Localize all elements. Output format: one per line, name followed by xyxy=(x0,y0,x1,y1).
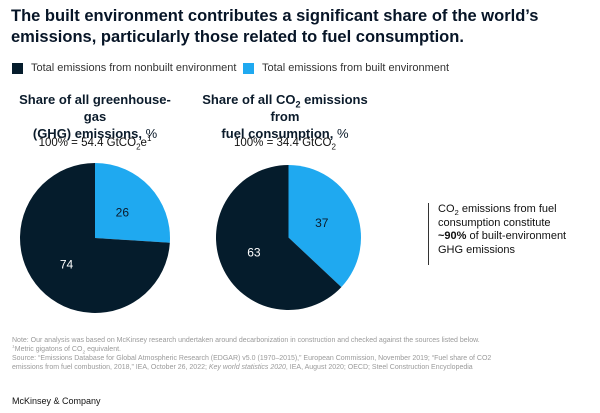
chart1-title: Share of all greenhouse-gas (GHG) emissi… xyxy=(10,91,180,142)
legend-label-built: Total emissions from built environment xyxy=(262,62,450,74)
chart2-title-line1a: Share of all CO xyxy=(202,92,296,107)
chart1-total-tail: e xyxy=(140,137,147,149)
callout-line4: GHG emissions xyxy=(438,243,516,256)
chart2-title-sub: 2 xyxy=(295,99,301,110)
footnote-1: 1Metric gigatons of CO2 equivalent. xyxy=(12,345,592,354)
legend-item-built: Total emissions from built environment xyxy=(243,62,449,74)
callout-sub: 2 xyxy=(454,208,459,218)
source-line1: Source: “Emissions Database for Global A… xyxy=(12,355,492,362)
chart2-title-line2: fuel consumption, xyxy=(221,126,334,141)
legend-item-nonbuilt: Total emissions from nonbuilt environmen… xyxy=(12,62,236,74)
page-title: The built environment contributes a sign… xyxy=(11,7,539,46)
chart1-title-line1: Share of all greenhouse-gas xyxy=(19,92,171,124)
brand-logo-text: McKinsey & Company xyxy=(12,396,101,406)
chart2-slice-built xyxy=(288,165,361,288)
chart2-label-nonbuilt: 63 xyxy=(247,245,261,259)
chart2-total: 100% = 34.4 GtCO2 xyxy=(195,137,375,152)
callout-bold: ~90% xyxy=(438,230,467,242)
footnote-sub: 2 xyxy=(82,350,86,354)
chart1-unit: % xyxy=(145,126,158,141)
chart2-total-sub: 2 xyxy=(331,142,336,152)
callout-divider xyxy=(428,203,429,265)
footnote-marker: 1 xyxy=(12,345,15,350)
chart1-title-line2: (GHG) emissions, xyxy=(32,126,142,141)
callout-text: CO2 emissions from fuel consumption cons… xyxy=(438,203,598,257)
legend-swatch-built xyxy=(243,62,254,74)
chart1-pie: 26 74 xyxy=(20,163,170,313)
footnotes: Note: Our analysis was based on McKinsey… xyxy=(12,336,592,372)
callout-line1b: emissions from fuel xyxy=(458,203,557,215)
callout-line2: consumption constitute xyxy=(438,216,551,229)
chart1-total-sub: 2 xyxy=(136,142,141,152)
chart2-total-label: 100% = 34.4 GtCO xyxy=(234,137,332,149)
chart1-total: 100% = 54.4 GtCO2e1 xyxy=(10,134,180,152)
legend-label-nonbuilt: Total emissions from nonbuilt environmen… xyxy=(31,62,237,74)
callout-line1a: CO xyxy=(438,203,455,215)
chart1-slice-built xyxy=(95,163,170,243)
chart1-total-sup: 1 xyxy=(146,134,152,144)
chart2-unit: % xyxy=(337,126,349,141)
footnote-a: Metric gigatons of CO xyxy=(14,346,83,353)
chart2-pie: 37 63 xyxy=(216,165,361,310)
chart2-label-built: 37 xyxy=(315,216,329,230)
chart2-title: Share of all CO2 emissions from fuel con… xyxy=(195,91,375,142)
chart1-label-nonbuilt: 74 xyxy=(60,258,74,272)
source-line2b: , IEA, August 2020; OECD; Steel Construc… xyxy=(285,364,473,371)
source-line2-italic: Key world statistics 2020 xyxy=(208,364,286,371)
chart2-slice-nonbuilt xyxy=(216,165,342,310)
source-line2a: emissions from fuel combustion, 2018,” I… xyxy=(12,364,209,371)
chart1-slice-nonbuilt xyxy=(20,163,170,313)
footnote-b: equivalent. xyxy=(85,346,121,353)
chart1-label-built: 26 xyxy=(116,205,130,219)
legend-swatch-nonbuilt xyxy=(12,62,23,74)
chart2-title-line1b: emissions from xyxy=(270,92,368,124)
callout-line3: of built-environment xyxy=(466,230,567,242)
source-line2: emissions from fuel combustion, 2018,” I… xyxy=(12,363,592,372)
chart1-total-label: 100% = 54.4 GtCO xyxy=(38,137,137,149)
note-text: Note: Our analysis was based on McKinsey… xyxy=(12,337,480,344)
